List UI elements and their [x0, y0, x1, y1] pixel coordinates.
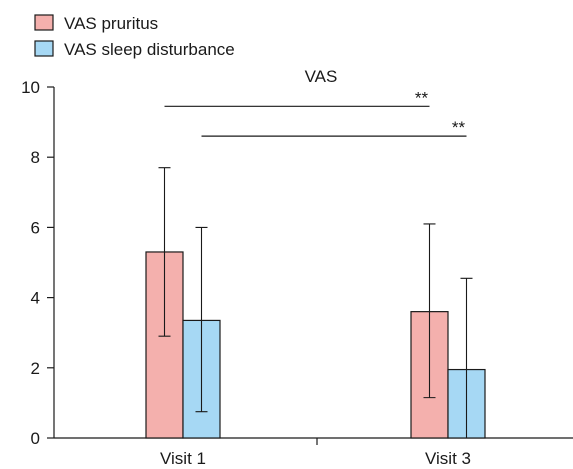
x-category-label-visit-3: Visit 3	[425, 449, 471, 468]
error-bar-pruritus-visit-1	[158, 167, 171, 337]
y-tick-label: 0	[31, 429, 40, 448]
error-bars	[158, 167, 473, 439]
legend-label-sleep-disturbance: VAS sleep disturbance	[64, 40, 235, 59]
legend-label-pruritus: VAS pruritus	[64, 14, 158, 33]
chart-title: VAS	[305, 67, 338, 86]
bars	[145, 251, 486, 439]
y-tick-label: 10	[21, 78, 40, 97]
error-bar-pruritus-visit-3	[423, 223, 436, 399]
legend-swatch-pruritus	[34, 14, 54, 31]
y-tick-label: 2	[31, 359, 40, 378]
error-bar-sleep-disturbance-visit-3	[460, 277, 473, 439]
y-tick-label: 4	[31, 289, 40, 308]
significance-label-sleep-disturbance: **	[452, 118, 466, 137]
significance-annotations: ** **	[164, 88, 467, 137]
error-bar-sleep-disturbance-visit-1	[195, 226, 208, 413]
significance-label-pruritus: **	[415, 88, 429, 107]
y-axis-labels: 0 2 4 6 8 10	[21, 78, 40, 448]
legend-swatch-sleep-disturbance	[34, 40, 54, 57]
y-axis-ticks	[47, 86, 54, 439]
y-tick-label: 8	[31, 148, 40, 167]
x-category-label-visit-1: Visit 1	[160, 449, 206, 468]
y-tick-label: 6	[31, 218, 40, 237]
legend: VAS pruritus VAS sleep disturbance	[34, 14, 235, 59]
